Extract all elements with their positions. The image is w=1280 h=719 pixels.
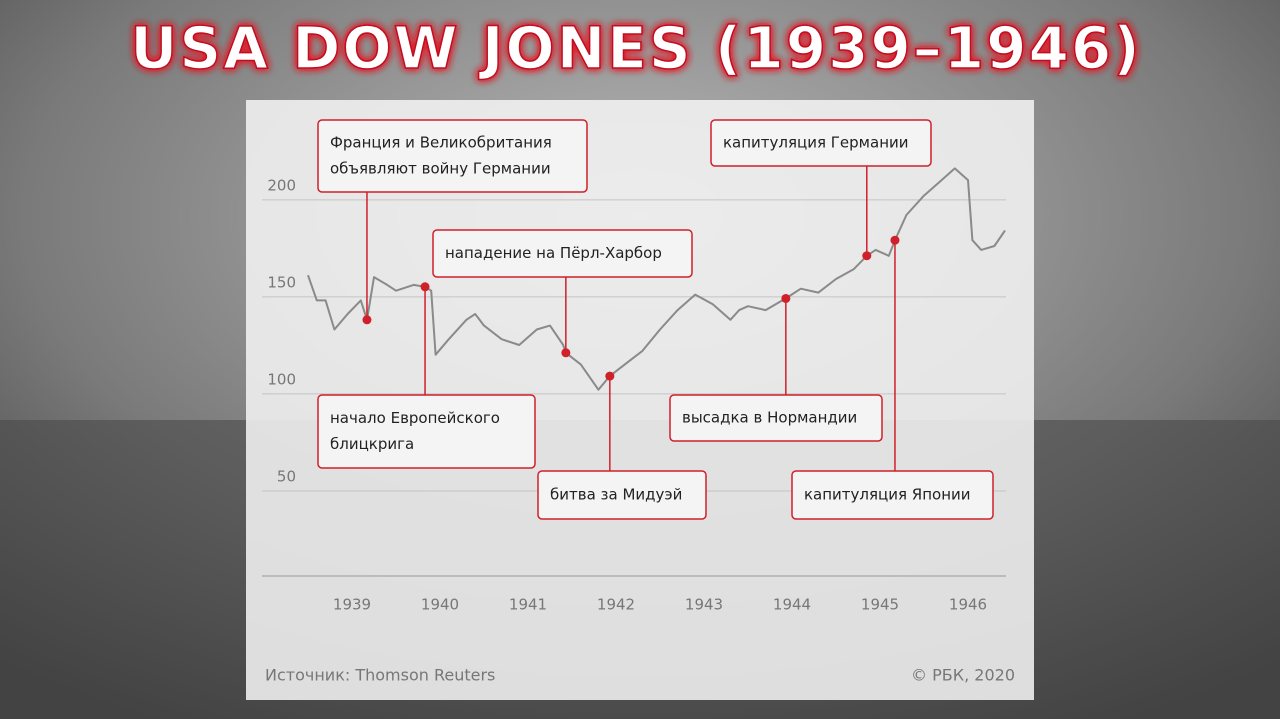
annotation-text: капитуляция Японии [804, 486, 971, 504]
annotation-text: высадка в Нормандии [682, 409, 857, 427]
event-marker [420, 282, 430, 292]
source: Источник: Thomson Reuters [265, 666, 495, 685]
x-tick-label: 1940 [421, 596, 459, 614]
x-tick-label: 1946 [949, 596, 987, 614]
x-tick-label: 1943 [685, 596, 723, 614]
event-marker [561, 348, 571, 358]
annotation-text: битва за Мидуэй [550, 486, 682, 504]
event-marker [862, 251, 872, 261]
annotation-box [669, 394, 883, 442]
annotation-text: блицкрига [330, 435, 414, 453]
annotation-box [317, 119, 588, 193]
event-marker [605, 371, 615, 381]
event-marker [781, 293, 791, 303]
annotation-text: Франция и Великобритания [330, 134, 552, 152]
x-tick-label: 1945 [861, 596, 899, 614]
annotation-text: объявляют войну Германии [330, 160, 551, 178]
x-tick-label: 1942 [597, 596, 635, 614]
x-tick-label: 1939 [333, 596, 371, 614]
y-tick-label: 100 [267, 370, 296, 388]
annotation-box [710, 119, 932, 167]
annotation-box [537, 470, 707, 520]
annotation-box [317, 394, 536, 469]
annotation-box [791, 470, 994, 520]
y-tick-label: 200 [267, 176, 296, 194]
chart-title: USA DOW JONES (1939–1946) [130, 14, 1141, 82]
x-tick-label: 1944 [773, 596, 811, 614]
annotation-text: капитуляция Германии [723, 134, 909, 152]
event-marker [890, 235, 900, 245]
annotation-text: нападение на Пёрл-Харбор [445, 244, 662, 262]
copyright: © РБК, 2020 [911, 666, 1015, 685]
annotation-text: начало Европейского [330, 409, 500, 427]
y-tick-label: 50 [277, 467, 296, 485]
event-marker [362, 315, 372, 325]
annotation-box [432, 229, 693, 278]
x-tick-label: 1941 [509, 596, 547, 614]
y-tick-label: 150 [267, 273, 296, 291]
